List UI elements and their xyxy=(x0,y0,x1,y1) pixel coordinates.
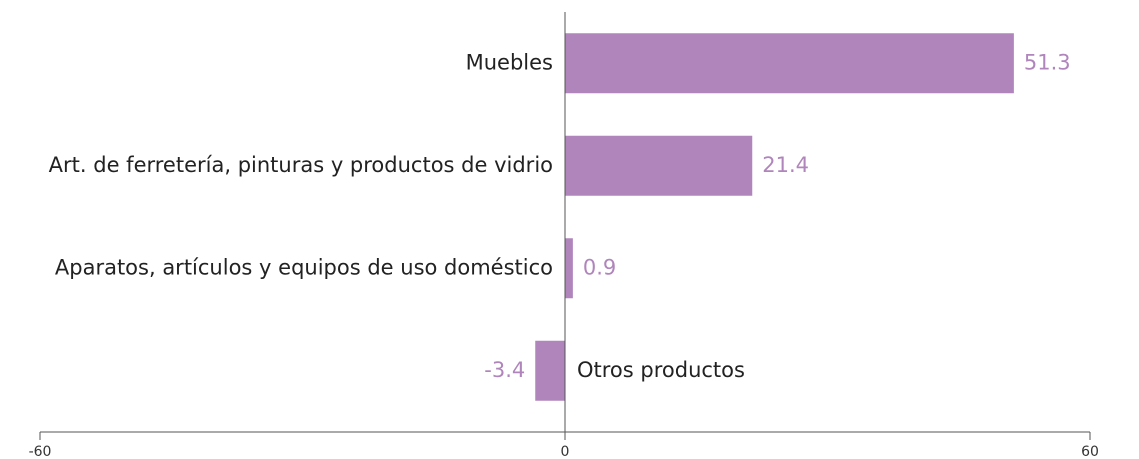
category-label: Aparatos, artículos y equipos de uso dom… xyxy=(55,255,553,279)
value-label: -3.4 xyxy=(484,358,525,382)
value-label: 21.4 xyxy=(762,153,809,177)
category-label: Otros productos xyxy=(577,358,745,382)
x-tick-label: 60 xyxy=(1081,444,1099,459)
bar xyxy=(565,33,1014,94)
x-tick-label: -60 xyxy=(29,444,52,459)
bar xyxy=(535,340,565,401)
category-label: Art. de ferretería, pinturas y productos… xyxy=(49,153,553,177)
category-label: Muebles xyxy=(466,50,553,74)
value-label: 51.3 xyxy=(1024,50,1071,74)
value-label: 0.9 xyxy=(583,255,616,279)
bar xyxy=(565,135,753,196)
bar xyxy=(565,238,573,299)
x-tick-label: 0 xyxy=(561,444,570,459)
